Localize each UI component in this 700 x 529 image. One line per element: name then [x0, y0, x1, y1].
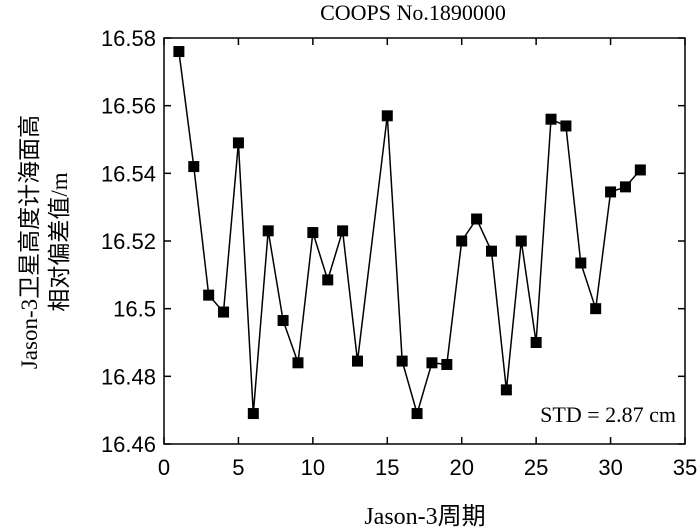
data-point [292, 357, 304, 369]
data-point [232, 137, 244, 149]
std-annotation: STD = 2.87 cm [540, 402, 676, 427]
y-tick-label: 16.46 [101, 432, 156, 457]
data-point [560, 120, 572, 132]
x-axis-label: Jason-3周期 [364, 504, 485, 529]
data-point [307, 227, 319, 239]
data-point [203, 289, 215, 301]
x-tick-label: 30 [598, 455, 622, 480]
data-point [262, 225, 274, 237]
data-point [218, 306, 230, 318]
data-point [411, 408, 423, 420]
x-tick-label: 15 [375, 455, 399, 480]
x-tick-label: 10 [301, 455, 325, 480]
data-point [485, 245, 497, 257]
series-line [178, 51, 641, 417]
data-point [605, 186, 617, 198]
data-point [173, 46, 185, 58]
data-point [590, 303, 602, 315]
y-axis-label-line-2: 相对偏差值/m [47, 172, 72, 311]
data-point [471, 213, 483, 225]
data-point [396, 355, 408, 367]
data-point [500, 384, 512, 396]
data-point [322, 274, 334, 286]
data-point [619, 181, 631, 193]
plot-frame [163, 37, 686, 445]
data-point [337, 225, 349, 237]
data-point [352, 355, 364, 367]
chart-title: COOPS No.1890000 [320, 0, 506, 25]
y-axis-label: Jason-3卫星高度计海面高 相对偏差值/m [17, 115, 72, 369]
x-axis: 0 5 10 15 20 25 30 35 [158, 38, 697, 480]
data-point [515, 235, 527, 247]
x-tick-label: 0 [158, 455, 170, 480]
data-point [247, 408, 259, 420]
x-tick-label: 20 [449, 455, 473, 480]
data-point [545, 113, 557, 125]
y-tick-label: 16.56 [101, 94, 156, 119]
data-point [634, 164, 646, 176]
data-point [530, 337, 542, 348]
data-point [381, 110, 393, 122]
y-tick-label: 16.54 [101, 161, 156, 186]
data-point [426, 357, 438, 369]
data-point [456, 235, 468, 247]
y-tick-label: 16.48 [101, 364, 156, 389]
y-tick-label: 16.58 [101, 26, 156, 51]
data-point [188, 161, 200, 173]
series-line-group [178, 51, 641, 417]
y-tick-label: 16.52 [101, 229, 156, 254]
y-axis: 16.46 16.48 16.5 16.52 16.54 16.56 16.58 [101, 26, 685, 457]
y-tick-label: 16.5 [113, 297, 156, 322]
data-points [173, 46, 646, 420]
x-tick-label: 25 [524, 455, 548, 480]
x-tick-label: 35 [673, 455, 697, 480]
data-point [441, 358, 453, 370]
data-point [575, 257, 587, 269]
data-point [277, 315, 289, 327]
x-tick-label: 5 [232, 455, 244, 480]
y-axis-label-line-1: Jason-3卫星高度计海面高 [17, 115, 42, 369]
